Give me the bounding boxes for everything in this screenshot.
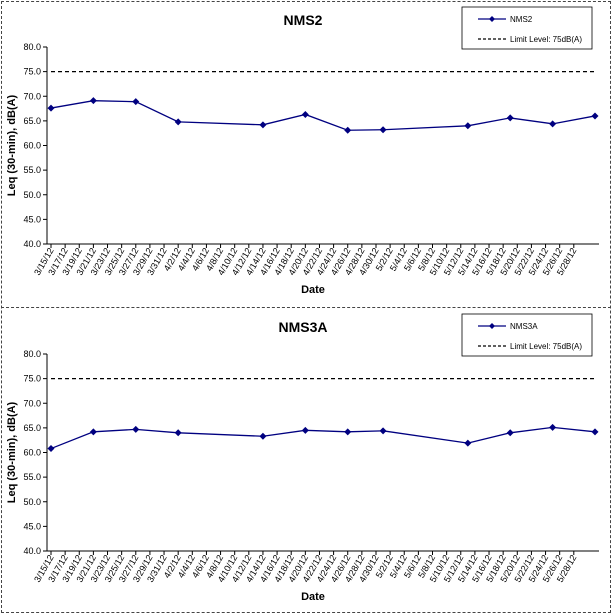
y-tick-label: 40.0 — [23, 546, 41, 556]
chart-nms3a: NMS3A 40.0 45.0 50.0 55.0 60.0 65.0 70.0 75.0 80.… — [6, 313, 599, 603]
y-tick-label: 60.0 — [23, 141, 41, 151]
data-point-marker — [344, 428, 352, 436]
chart-panel-nms2: NMS2 40.0 45.0 50.0 55.0 60.0 65.0 70.0 75.0 80.0… — [1, 1, 611, 307]
data-point-marker — [506, 429, 514, 437]
data-point-marker — [174, 118, 182, 126]
y-tick-label: 50.0 — [23, 190, 41, 200]
data-point-marker — [591, 428, 599, 436]
data-point-marker — [89, 97, 97, 105]
y-tick-label: 70.0 — [23, 398, 41, 408]
y-tick-label: 80.0 — [23, 349, 41, 359]
data-point-marker — [549, 423, 557, 431]
chart-title: NMS3A — [278, 319, 327, 335]
data-point-marker — [89, 428, 97, 436]
chart-title: NMS2 — [284, 12, 323, 28]
data-point-marker — [132, 98, 140, 106]
y-axis-title: Leq (30-min), dB(A) — [6, 401, 18, 503]
data-point-marker — [344, 126, 352, 134]
data-point-marker — [464, 122, 472, 130]
data-point-marker — [506, 114, 514, 122]
y-tick-label: 75.0 — [23, 67, 41, 77]
legend-swatch-marker — [489, 323, 495, 329]
data-point-marker — [591, 112, 599, 120]
y-tick-label: 55.0 — [23, 165, 41, 175]
y-tick-label: 60.0 — [23, 448, 41, 458]
data-point-marker — [464, 439, 472, 447]
data-point-marker — [47, 104, 55, 112]
data-point-marker — [47, 445, 55, 453]
series-line — [50, 100, 596, 131]
y-axis-title: Leq (30-min), dB(A) — [6, 94, 18, 196]
series-line — [50, 426, 596, 450]
legend-label: Limit Level: 75dB(A) — [510, 35, 582, 44]
chart-nms2: NMS2 40.0 45.0 50.0 55.0 60.0 65.0 70.0 75.0 80.0… — [6, 6, 599, 296]
legend-label: Limit Level: 75dB(A) — [510, 342, 582, 351]
y-tick-label: 50.0 — [23, 497, 41, 507]
panel-divider — [1, 307, 611, 308]
data-point-marker — [379, 126, 387, 134]
y-tick-label: 75.0 — [23, 374, 41, 384]
legend-box — [461, 6, 593, 50]
y-tick-label: 45.0 — [23, 214, 41, 224]
data-point-marker — [301, 110, 309, 118]
y-tick-label: 70.0 — [23, 91, 41, 101]
data-point-marker — [174, 429, 182, 437]
chart-panel-nms3a: NMS3A 40.0 45.0 50.0 55.0 60.0 65.0 70.0 75.0 80.… — [1, 308, 611, 614]
data-point-marker — [379, 427, 387, 435]
y-tick-label: 40.0 — [23, 239, 41, 249]
data-point-marker — [132, 425, 140, 433]
legend-label: NMS3A — [510, 322, 538, 331]
x-axis-title: Date — [301, 284, 325, 296]
data-point-marker — [549, 120, 557, 128]
y-tick-label: 55.0 — [23, 472, 41, 482]
y-tick-label: 65.0 — [23, 116, 41, 126]
y-tick-label: 65.0 — [23, 423, 41, 433]
legend-box — [461, 313, 593, 357]
legend-label: NMS2 — [510, 15, 533, 24]
x-axis-title: Date — [301, 591, 325, 603]
y-tick-label: 45.0 — [23, 521, 41, 531]
legend-swatch-marker — [489, 16, 495, 22]
data-point-marker — [301, 426, 309, 434]
y-tick-label: 80.0 — [23, 42, 41, 52]
data-point-marker — [259, 432, 267, 440]
data-point-marker — [259, 121, 267, 129]
